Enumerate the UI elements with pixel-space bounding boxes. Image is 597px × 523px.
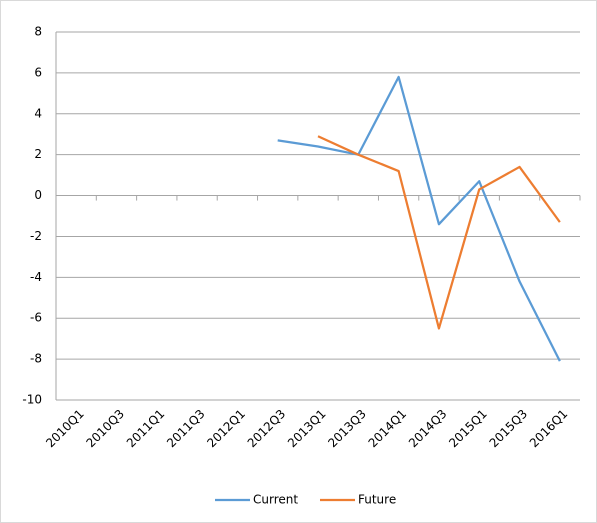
y-tick-label: 0	[34, 188, 42, 202]
y-tick-label: -6	[30, 311, 42, 325]
y-tick-label: 4	[34, 106, 42, 120]
y-tick-label: 6	[34, 65, 42, 79]
series-line	[277, 75, 561, 362]
legend-label: Future	[358, 493, 396, 507]
legend-label: Current	[253, 493, 298, 507]
y-tick-label: 2	[34, 147, 42, 161]
y-tick-label: -2	[30, 229, 42, 243]
y-tick-label: -4	[30, 270, 42, 284]
series-line	[317, 135, 561, 330]
y-tick-label: -10	[22, 393, 42, 407]
y-tick-label: -8	[30, 352, 42, 366]
y-tick-label: 8	[34, 25, 42, 39]
